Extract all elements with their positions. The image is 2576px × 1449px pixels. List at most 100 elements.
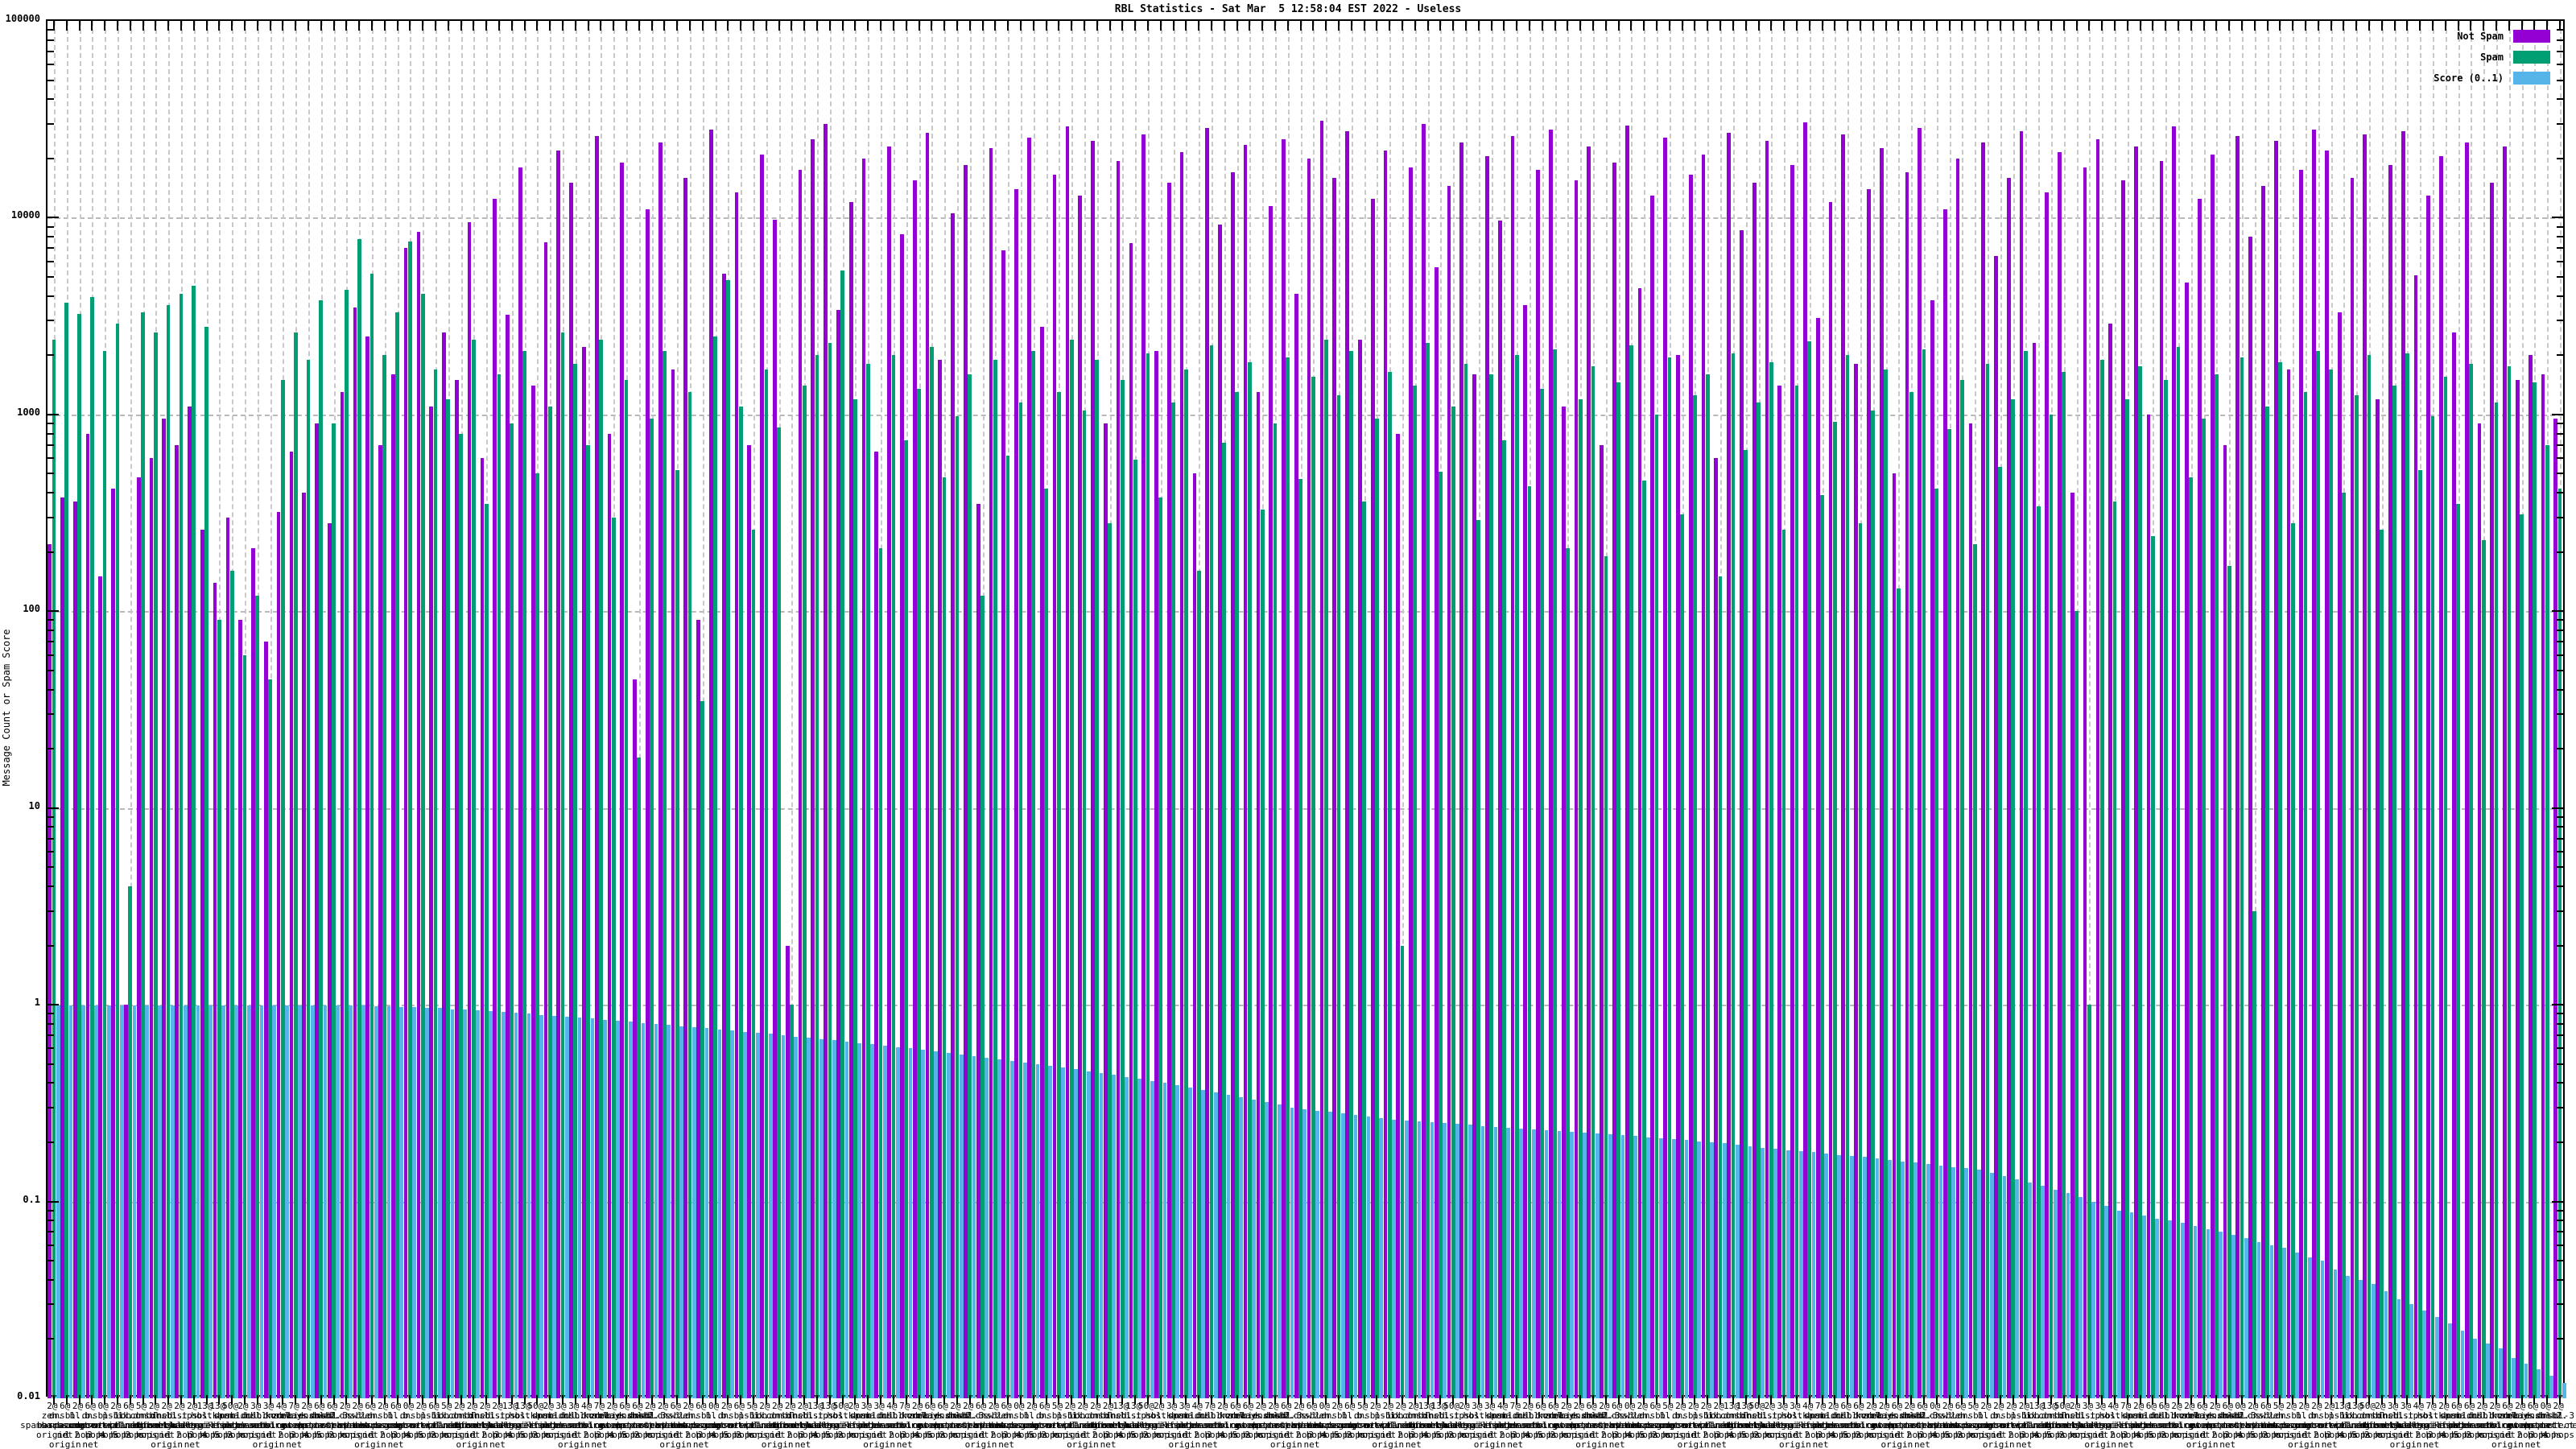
x-tick-label: 2@ relays. bl.gweep.ca 3 hops: [582, 1401, 642, 1440]
x-tick-top: [1554, 21, 1556, 31]
bar-score: [1710, 1141, 1714, 1398]
bar-score: [1315, 1110, 1320, 1398]
x-tick-bottom: [1071, 1395, 1073, 1405]
spam-swatch: [2513, 51, 2550, 64]
bar-not-spam: [1332, 177, 1337, 1398]
y-major-tick-right: [2552, 413, 2563, 415]
bar-score: [590, 1018, 595, 1398]
x-tick-label: 0@ swl. spamhaus.org 3 hops: [1597, 1401, 1662, 1440]
x-tick-bottom: [1707, 1395, 1709, 1405]
x-tick-bottom: [1974, 1395, 1976, 1405]
legend-label: Score (0..1): [2434, 72, 2504, 84]
bar-not-spam: [162, 419, 167, 1398]
bar-spam: [764, 369, 769, 1398]
y-minor-tick-right: [2557, 1034, 2563, 1036]
y-minor-tick-left: [47, 225, 54, 228]
bar-not-spam: [1294, 294, 1298, 1398]
bar-score: [1671, 1138, 1676, 1398]
bar-score: [2180, 1222, 2185, 1398]
bar-score: [1252, 1099, 1257, 1398]
bar-not-spam: [721, 273, 726, 1398]
bar-score: [412, 1007, 417, 1398]
x-tick-label: 13@ psbl. surriel.com 3 hops: [2313, 1401, 2372, 1440]
bar-spam: [293, 332, 298, 1398]
bar-score: [1951, 1166, 1956, 1398]
x-tick-bottom: [1757, 1395, 1760, 1405]
bar-spam: [1222, 442, 1227, 1398]
x-tick-top: [269, 21, 271, 31]
bar-spam: [2163, 379, 2168, 1398]
legend-item-spam: Spam: [2434, 47, 2550, 68]
x-tick-bottom: [1529, 1395, 1531, 1405]
x-tick-top: [1516, 21, 1518, 31]
bar-spam: [102, 351, 107, 1398]
x-tick-top: [1083, 21, 1085, 31]
x-tick-top: [383, 21, 386, 31]
bar-not-spam: [1116, 160, 1121, 1398]
y-minor-tick-left: [47, 29, 54, 31]
x-tick-top: [625, 21, 628, 31]
x-tick-label: 50@ dnsbl. inps.de 5 hops: [211, 1401, 250, 1440]
x-tick-top: [243, 21, 246, 31]
x-tick-bottom: [892, 1395, 894, 1405]
bar-not-spam: [2032, 343, 2037, 1398]
x-tick-bottom: [1656, 1395, 1658, 1405]
bar-score: [285, 1005, 289, 1398]
bar-score: [1748, 1146, 1752, 1398]
gridline-horizontal: [47, 217, 2563, 220]
bar-spam: [1323, 339, 1328, 1398]
bar-spam: [2494, 402, 2499, 1398]
x-tick-top: [142, 21, 144, 31]
bar-score: [2333, 1269, 2338, 1398]
y-minor-tick-left: [47, 748, 54, 750]
bar-score: [654, 1023, 658, 1398]
bar-score: [1048, 1065, 1053, 1398]
x-tick-bottom: [562, 1395, 564, 1405]
bar-not-spam: [1981, 142, 1986, 1398]
y-minor-tick-left: [47, 944, 54, 947]
x-tick-bottom: [1592, 1395, 1595, 1405]
bar-score: [2079, 1197, 2083, 1398]
y-minor-tick-right: [2557, 1278, 2563, 1281]
x-tick-top: [2088, 21, 2091, 31]
y-minor-tick-right: [2557, 276, 2563, 278]
x-tick-top: [2253, 21, 2256, 31]
x-tick-label: 0@ dnsbl-3. uceprotect.net 3 hops: [2202, 1401, 2278, 1440]
y-minor-tick-left: [47, 885, 54, 887]
bar-not-spam: [1765, 141, 1769, 1398]
x-tick-top: [918, 21, 920, 31]
x-tick-label: 13@ db. wpbl.info 3 hops: [2013, 1401, 2061, 1440]
x-tick-label: 6@ spam.dnsbl. sorbs.net 5 hops: [2440, 1401, 2499, 1440]
gridline-horizontal: [47, 414, 2563, 416]
x-tick-top: [231, 21, 233, 31]
bar-score: [246, 1005, 251, 1398]
bar-not-spam: [2401, 131, 2405, 1398]
x-tick-bottom: [1185, 1395, 1187, 1405]
x-tick-bottom: [2228, 1395, 2231, 1405]
x-tick-label: 2@ web.dnsbl. sorbs.net 2 hops: [318, 1401, 372, 1440]
x-tick-top: [2406, 21, 2409, 31]
x-tick-bottom: [1426, 1395, 1429, 1405]
bar-score: [1875, 1158, 1880, 1398]
bar-not-spam: [1434, 266, 1439, 1398]
x-tick-label: 3@ spam.dnsbl. sorbs.net origin: [531, 1401, 591, 1440]
y-minor-tick-left: [47, 423, 54, 425]
bar-score: [577, 1018, 582, 1398]
bar-spam: [713, 336, 718, 1398]
x-tick-label: 2@ zombie.dnsbl. sorbs.net 2 hops: [1226, 1401, 1296, 1440]
bar-score: [1328, 1112, 1332, 1398]
x-tick-top: [931, 21, 933, 31]
x-tick-bottom: [1389, 1395, 1391, 1405]
x-tick-label: 2@ web.dnsbl. sorbs.net 4 hops: [2226, 1401, 2280, 1440]
bar-score: [145, 1005, 150, 1398]
x-tick-top: [1058, 21, 1060, 31]
x-tick-top: [1477, 21, 1480, 31]
bar-not-spam: [1459, 142, 1464, 1398]
x-tick-top: [1529, 21, 1531, 31]
y-minor-tick-left: [47, 1338, 54, 1340]
y-minor-tick-right: [2557, 295, 2563, 297]
x-tick-top: [1019, 21, 1022, 31]
bar-not-spam: [1777, 386, 1782, 1398]
y-minor-tick-right: [2557, 225, 2563, 228]
bar-spam: [2202, 419, 2206, 1398]
